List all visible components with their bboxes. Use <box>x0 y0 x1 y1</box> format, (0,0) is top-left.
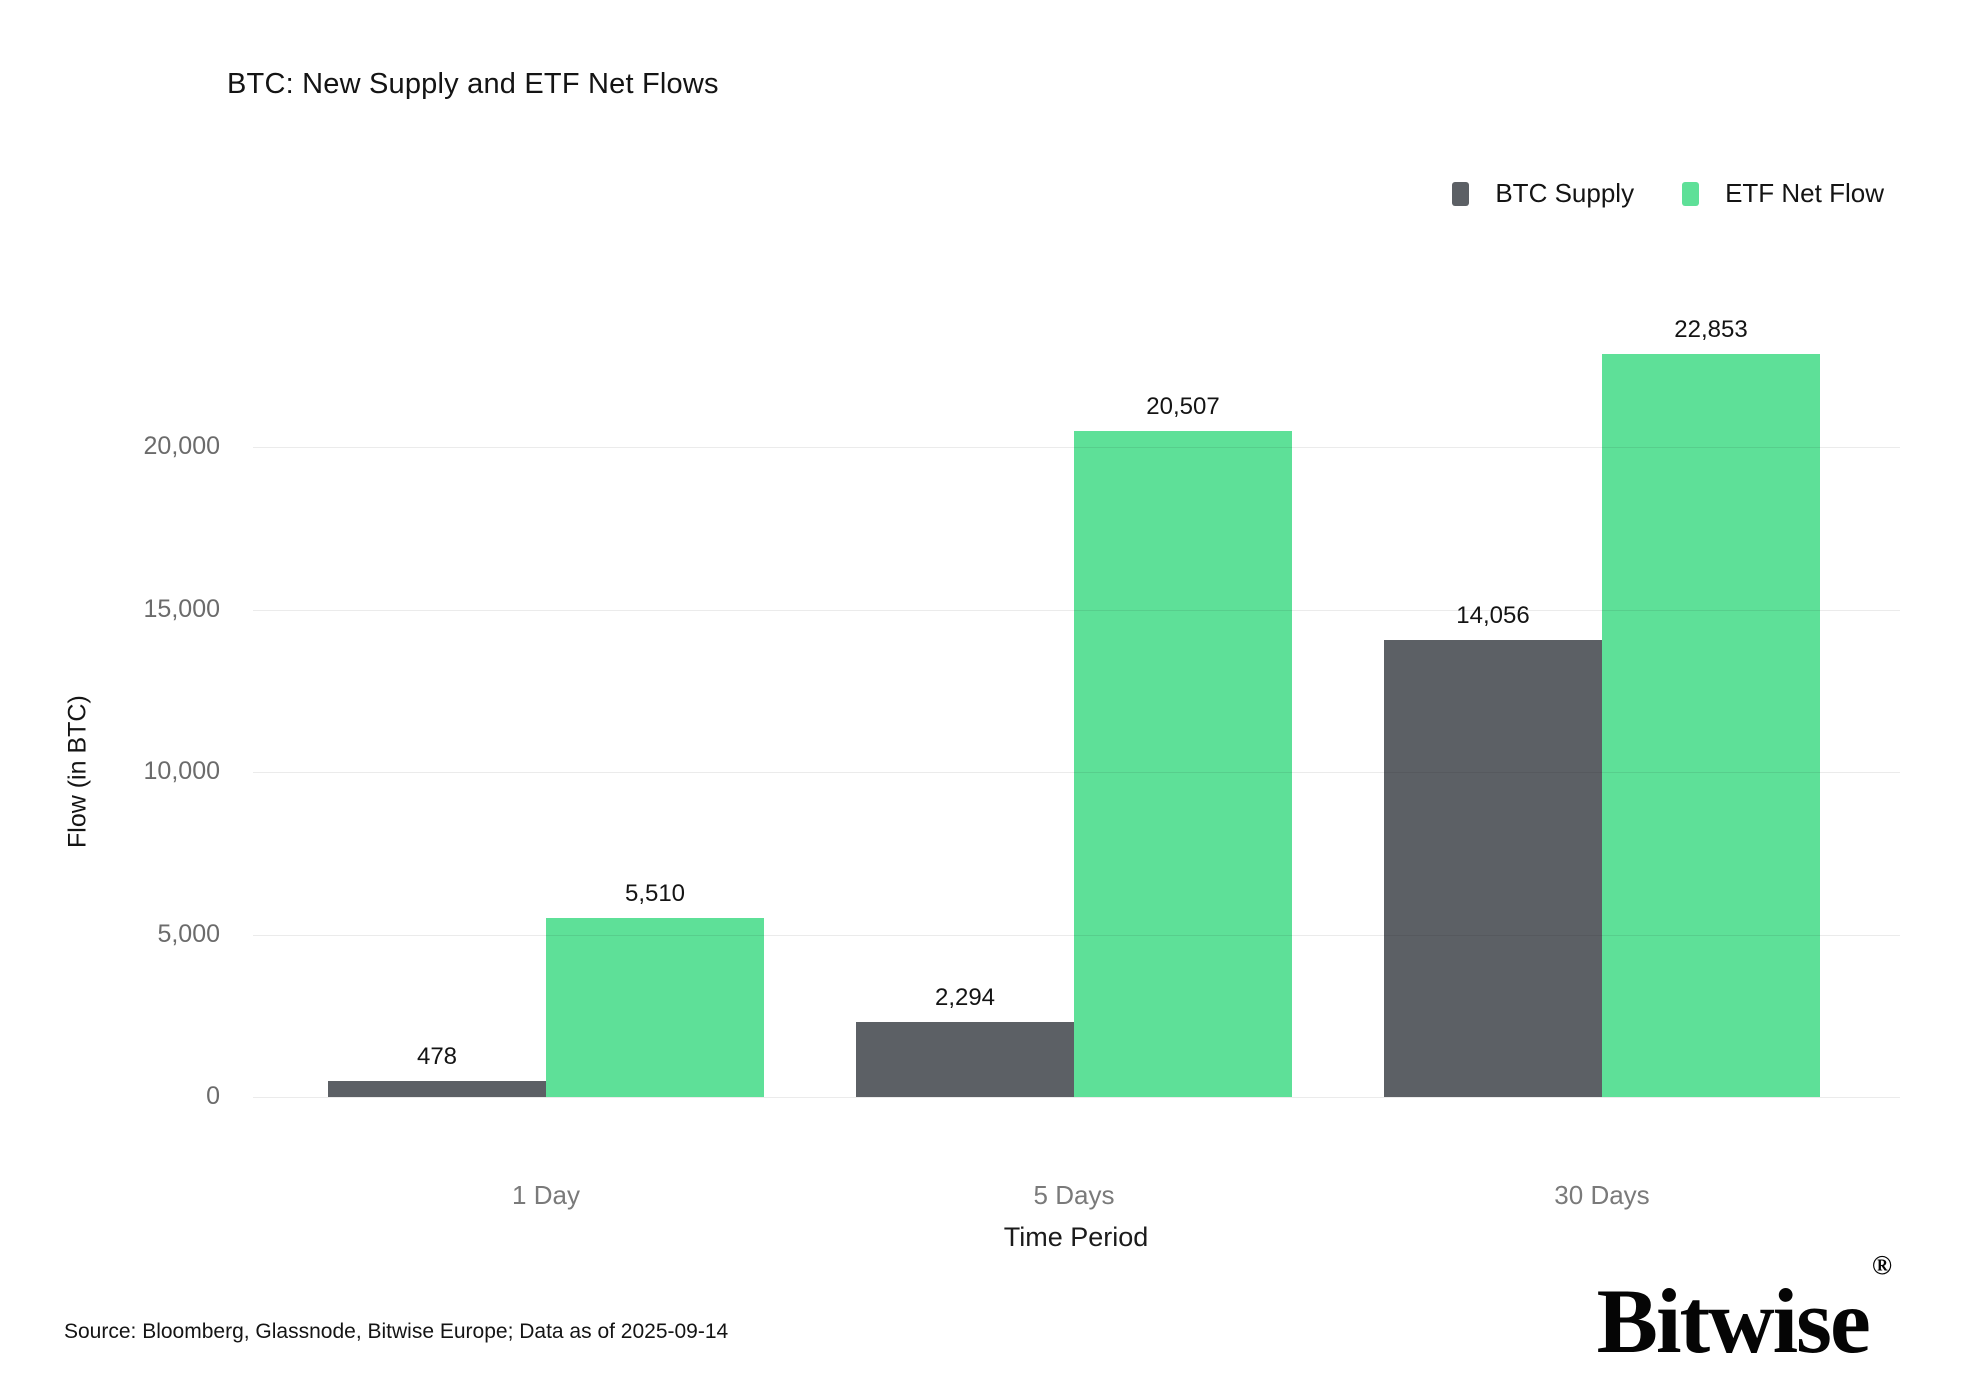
gridline-y-0 <box>253 1097 1900 1098</box>
legend-label: ETF Net Flow <box>1725 178 1884 208</box>
x-axis-title: Time Period <box>1003 1222 1149 1252</box>
y-tick-label: 0 <box>206 1082 220 1110</box>
legend-marker-icon <box>1452 181 1470 206</box>
bar-value-label: 2,294 <box>934 984 996 1011</box>
chart-title: BTC: New Supply and ETF Net Flows <box>227 68 719 100</box>
bar-value-label: 478 <box>416 1043 458 1070</box>
x-tick-label-1-day: 1 Day <box>512 1180 580 1210</box>
bitwise-logo-text: Bitwise <box>1596 1270 1871 1372</box>
bar-value-label: 14,056 <box>1456 602 1530 629</box>
registered-trademark-icon: ® <box>1871 1250 1892 1281</box>
x-tick-label-30-days: 30 Days <box>1554 1180 1650 1210</box>
gridline-y-20000 <box>253 447 1900 448</box>
bitwise-logo: Bitwise® <box>1597 1252 1892 1367</box>
legend: BTC Supply ETF Net Flow <box>1452 178 1884 209</box>
gridline-y-5000 <box>253 935 1900 936</box>
gridline-y-15000 <box>253 610 1900 611</box>
bar-etf-net-flow-1-day <box>546 918 764 1097</box>
bar-btc-supply-30-days <box>1384 640 1602 1097</box>
bar-etf-net-flow-5-days <box>1074 431 1292 1097</box>
legend-item-etf-net-flow: ETF Net Flow <box>1682 178 1884 209</box>
legend-item-btc-supply: BTC Supply <box>1452 178 1634 209</box>
x-tick-label-5-days: 5 Days <box>1033 1180 1115 1210</box>
y-tick-label: 10,000 <box>143 757 220 785</box>
bar-btc-supply-5-days <box>856 1022 1074 1097</box>
legend-label: BTC Supply <box>1495 178 1635 208</box>
bar-value-label: 20,507 <box>1146 393 1220 420</box>
y-tick-label: 15,000 <box>143 595 220 623</box>
source-note: Source: Bloomberg, Glassnode, Bitwise Eu… <box>64 1320 729 1343</box>
bar-btc-supply-1-day <box>328 1081 546 1097</box>
y-tick-label: 5,000 <box>157 920 220 948</box>
gridline-y-10000 <box>253 772 1900 773</box>
bar-value-label: 22,853 <box>1674 316 1748 343</box>
bar-value-label: 5,510 <box>624 880 686 907</box>
bar-etf-net-flow-30-days <box>1602 354 1820 1097</box>
legend-marker-icon <box>1682 181 1700 206</box>
y-tick-label: 20,000 <box>143 432 220 460</box>
